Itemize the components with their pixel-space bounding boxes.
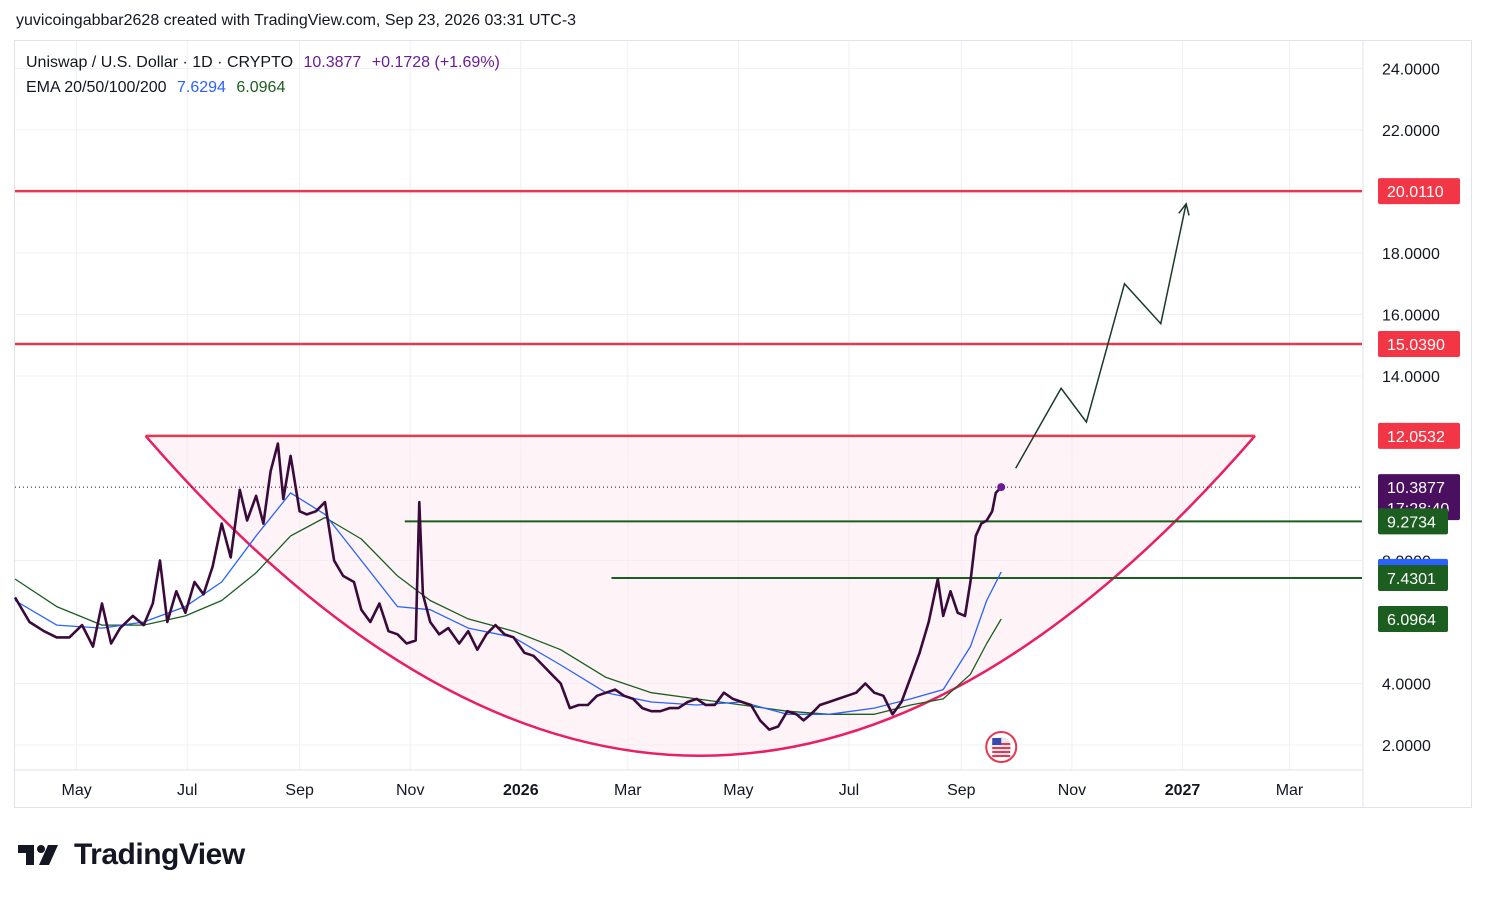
y-tick-label: 2.0000 xyxy=(1382,738,1431,755)
support-price-label-text: 7.4301 xyxy=(1387,571,1436,588)
cup-curve xyxy=(144,435,1256,757)
us-flag-canton xyxy=(992,738,1002,745)
ema20-value: 7.6294 xyxy=(177,79,226,96)
price-series-line xyxy=(13,442,1003,731)
x-tick-label: 2027 xyxy=(1165,782,1201,799)
tradingview-wordmark: TradingView xyxy=(74,838,245,871)
x-tick-label: Mar xyxy=(1276,782,1304,799)
resistance-price-label xyxy=(1378,422,1460,449)
resistance-price-label xyxy=(1378,178,1460,205)
chart-frame[interactable] xyxy=(14,40,1472,808)
resistance-price-label xyxy=(1378,331,1460,358)
last-price-dot xyxy=(997,483,1006,492)
ema50-price-label-text: 6.0964 xyxy=(1387,612,1436,629)
y-tick-label: 22.0000 xyxy=(1382,123,1440,140)
support-price-label xyxy=(1378,508,1448,535)
last-price-label-text: 10.3877 xyxy=(1387,480,1445,497)
support-price-label-text: 9.2734 xyxy=(1387,514,1436,531)
projection-arrowhead xyxy=(1178,202,1190,216)
y-tick-label: 18.0000 xyxy=(1382,246,1440,263)
symbol-title: Uniswap / U.S. Dollar · 1D · CRYPTO xyxy=(26,54,294,71)
tradingview-logo-icon xyxy=(18,845,58,865)
projection-path xyxy=(1015,203,1187,469)
x-tick-label: Sep xyxy=(285,782,314,799)
resistance-price-label-text: 12.0532 xyxy=(1387,429,1445,446)
x-tick-label: May xyxy=(723,782,753,799)
y-tick-label: 4.0000 xyxy=(1382,677,1431,694)
support-price-label xyxy=(1378,565,1448,592)
last-price: 10.3877 xyxy=(303,54,362,71)
y-tick-label: 24.0000 xyxy=(1382,62,1440,79)
resistance-price-label-text: 15.0390 xyxy=(1387,337,1445,354)
symbol-legend: Uniswap / U.S. Dollar · 1D · CRYPTO 10.3… xyxy=(26,54,506,72)
tradingview-logo[interactable]: TradingView xyxy=(18,838,245,872)
y-tick-label: 14.0000 xyxy=(1382,369,1440,386)
ema-legend: EMA 20/50/100/200 7.6294 6.0964 xyxy=(26,79,291,97)
x-tick-label: Jul xyxy=(839,782,859,799)
price-change: +0.1728 (+1.69%) xyxy=(371,54,500,71)
chart-attribution: yuvicoingabbar2628 created with TradingV… xyxy=(16,12,577,29)
x-tick-label: Jul xyxy=(177,782,197,799)
x-tick-label: Sep xyxy=(947,782,976,799)
ema50-price-label xyxy=(1378,606,1448,633)
x-tick-label: Nov xyxy=(396,782,424,799)
x-tick-label: Nov xyxy=(1058,782,1086,799)
ema50-value: 6.0964 xyxy=(236,79,286,96)
x-tick-label: 2026 xyxy=(503,782,539,799)
ema-label: EMA 20/50/100/200 xyxy=(26,79,167,96)
x-tick-label: May xyxy=(62,782,92,799)
x-tick-label: Mar xyxy=(614,782,642,799)
resistance-price-label-text: 20.0110 xyxy=(1387,184,1444,201)
y-tick-label: 16.0000 xyxy=(1382,308,1440,325)
cup-fill xyxy=(145,435,1256,756)
